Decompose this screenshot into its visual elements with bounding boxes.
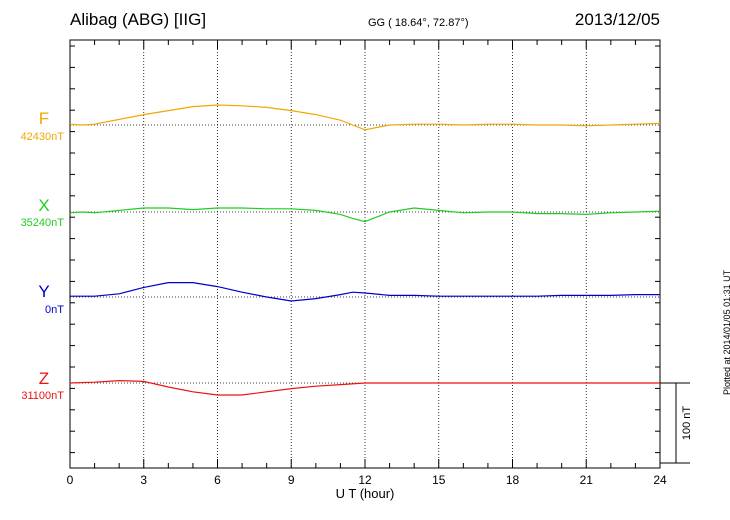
series-baseline-Z: 31100nT [21, 390, 64, 402]
x-tick-label: 0 [67, 473, 74, 487]
series-baseline-F: 42430nT [21, 131, 65, 143]
series-name-Z: Z [39, 369, 49, 388]
date-label: 2013/12/05 [574, 10, 660, 29]
x-tick-label: 21 [580, 473, 594, 487]
series-baseline-X: 35240nT [21, 217, 65, 229]
x-tick-label: 18 [506, 473, 520, 487]
x-tick-label: 6 [214, 473, 221, 487]
coordinates-label: GG ( 18.64°, 72.87°) [368, 17, 469, 29]
series-line-X [69, 207, 661, 223]
x-tick-label: 15 [432, 473, 446, 487]
series-name-X: X [38, 196, 49, 215]
scale-bar-label: 100 nT [681, 406, 693, 441]
x-tick-label: 3 [140, 473, 147, 487]
series-baseline-Y: 0nT [45, 304, 64, 316]
series-name-Y: Y [38, 282, 49, 301]
x-axis-title: U T (hour) [336, 486, 395, 501]
series-line-Y [70, 282, 660, 302]
series-line-F [69, 104, 661, 131]
series-line-Z [69, 379, 660, 396]
x-tick-label: 12 [358, 473, 372, 487]
x-tick-label: 9 [288, 473, 295, 487]
x-tick-label: 24 [653, 473, 667, 487]
station-title: Alibag (ABG) [IIG] [70, 10, 207, 29]
series-name-F: F [39, 109, 49, 128]
